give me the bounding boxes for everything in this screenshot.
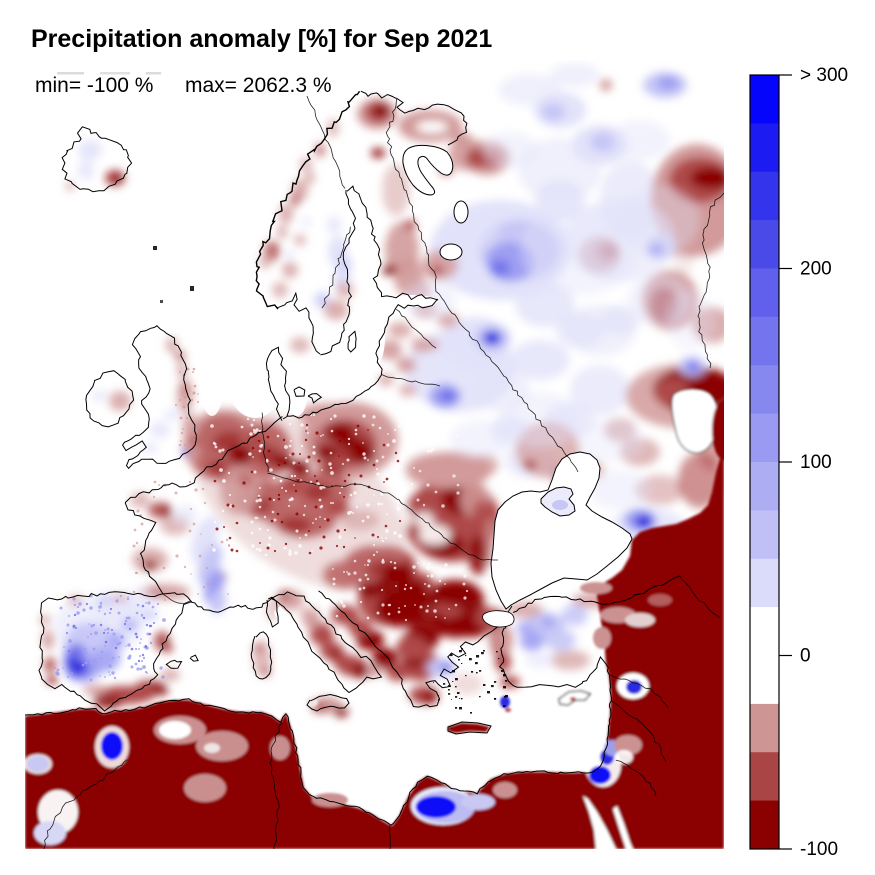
svg-text:Precipitation anomaly [%] for: Precipitation anomaly [%] for Sep 2021 xyxy=(31,25,492,53)
svg-text:> 300: > 300 xyxy=(800,65,848,86)
svg-text:200: 200 xyxy=(800,259,832,280)
svg-text:max= 2062.3 %: max= 2062.3 % xyxy=(185,74,332,97)
svg-text:-100: -100 xyxy=(800,839,838,860)
svg-text:0: 0 xyxy=(800,646,811,667)
svg-text:100: 100 xyxy=(800,452,832,473)
svg-text:min= -100 %: min= -100 % xyxy=(35,74,153,97)
